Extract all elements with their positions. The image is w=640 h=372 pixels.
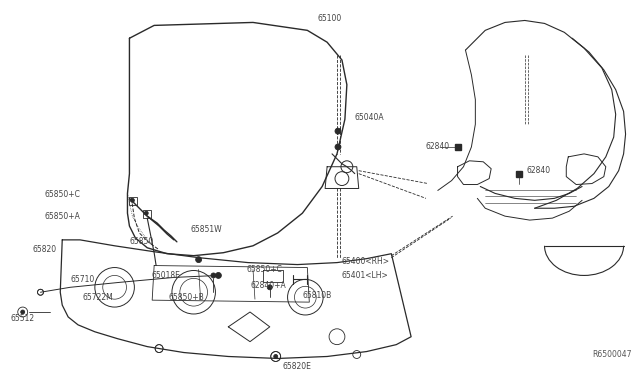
Bar [516,171,522,177]
Text: 65850+A: 65850+A [44,212,81,221]
Bar [143,210,151,218]
Text: 65810B: 65810B [302,291,332,300]
Text: 65851W: 65851W [191,225,222,234]
Text: 62840+A: 62840+A [250,281,286,290]
Circle shape [335,128,341,134]
Bar [129,198,138,205]
Text: 65018E: 65018E [151,271,180,280]
Circle shape [274,355,278,359]
Circle shape [20,310,25,314]
Text: 65512: 65512 [11,314,35,323]
Text: 65100: 65100 [317,14,342,23]
Text: 65850+C: 65850+C [44,190,81,199]
Text: 65850+B: 65850+B [169,293,205,302]
Text: 65850: 65850 [129,237,154,246]
Text: 65820E: 65820E [283,362,312,371]
Bar [454,144,461,150]
Circle shape [144,211,148,215]
Text: 65401<LH>: 65401<LH> [342,271,388,280]
Circle shape [268,285,272,290]
Text: 62840: 62840 [527,166,551,175]
Text: 65850+C: 65850+C [246,265,282,274]
Text: 65040A: 65040A [355,113,385,122]
Circle shape [216,272,221,278]
Text: 65710: 65710 [70,275,94,284]
Text: 62840: 62840 [426,142,450,151]
Text: 65820: 65820 [33,245,57,254]
Text: R6500047: R6500047 [592,350,632,359]
Circle shape [196,257,202,263]
Circle shape [335,144,341,150]
Text: 65400<RH>: 65400<RH> [342,257,390,266]
Text: 65722M: 65722M [82,293,113,302]
Circle shape [211,273,216,278]
Circle shape [131,198,134,202]
